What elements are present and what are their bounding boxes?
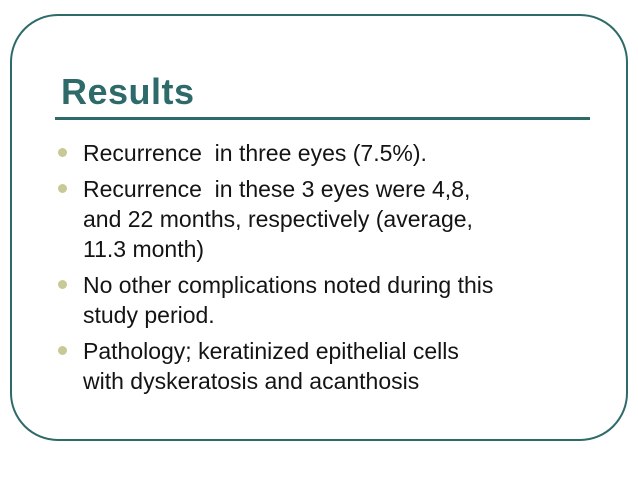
bullet-list: Recurrence in three eyes (7.5%). Recurre…	[58, 138, 610, 396]
bullet-icon	[58, 280, 67, 289]
bullet-icon	[58, 184, 67, 193]
slide-title: Results	[61, 71, 195, 112]
bullet-text: Recurrence in these 3 eyes were 4,8, and…	[83, 176, 473, 262]
bullet-icon	[58, 346, 67, 355]
bullet-text: Pathology; keratinized epithelial cells …	[83, 338, 459, 394]
bullet-text: Recurrence in three eyes (7.5%).	[83, 140, 427, 166]
list-item: Recurrence in three eyes (7.5%).	[58, 138, 610, 168]
list-item: No other complications noted during this…	[58, 270, 610, 330]
bullet-text: No other complications noted during this…	[83, 272, 494, 328]
list-item: Recurrence in these 3 eyes were 4,8, and…	[58, 174, 610, 264]
list-item: Pathology; keratinized epithelial cells …	[58, 336, 610, 396]
slide-border-frame	[10, 14, 628, 441]
bullet-icon	[58, 148, 67, 157]
title-underline-rule	[55, 117, 590, 120]
